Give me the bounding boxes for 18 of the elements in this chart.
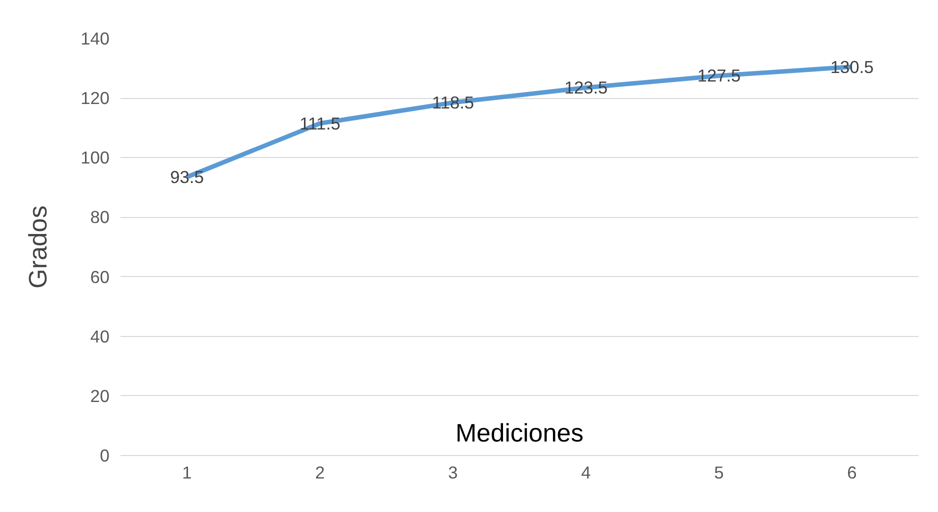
x-tick-label: 3 (448, 462, 458, 482)
y-tick-label: 0 (100, 446, 110, 466)
y-tick-label: 100 (80, 148, 110, 168)
data-label: 130.5 (830, 56, 874, 77)
y-tick-label: 40 (90, 326, 110, 346)
x-tick-label: 1 (182, 462, 192, 482)
x-tick-label: 6 (847, 462, 857, 482)
x-tick-label: 5 (714, 462, 724, 482)
y-tick-label: 20 (90, 386, 110, 406)
y-tick-label: 80 (90, 207, 110, 228)
y-tick-label: 140 (80, 28, 110, 48)
y-axis-title: Grados (24, 205, 53, 289)
y-tick-label: 120 (80, 88, 110, 108)
x-tick-label: 2 (315, 462, 325, 482)
data-label: 93.5 (170, 167, 204, 188)
y-tick-label: 60 (90, 266, 110, 287)
x-axis-title: Mediciones (455, 420, 584, 448)
x-tick-label: 4 (581, 462, 592, 482)
